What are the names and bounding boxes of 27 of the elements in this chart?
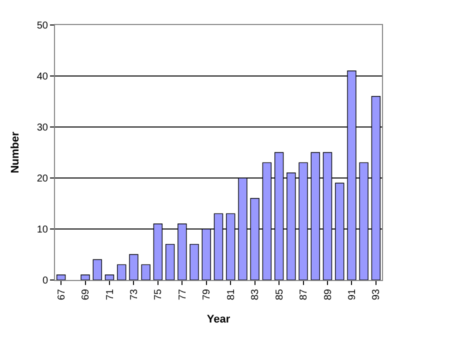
- x-tick-label: 83: [250, 288, 262, 300]
- y-tick-label: 50: [36, 20, 48, 32]
- x-tick-label: 73: [128, 288, 140, 300]
- x-tick-label: 89: [322, 288, 334, 300]
- y-tick-label: 30: [36, 122, 48, 134]
- bar: [165, 244, 175, 280]
- x-tick-label: 91: [346, 288, 358, 300]
- x-tick-label: 81: [226, 288, 237, 300]
- bar: [190, 244, 199, 280]
- bar: [117, 264, 126, 280]
- x-tick-label: 71: [104, 288, 116, 300]
- y-tick-label: 20: [36, 174, 48, 184]
- y-tick-label: 40: [36, 72, 48, 82]
- x-tick-label: 79: [202, 288, 213, 300]
- bar: [92, 259, 102, 280]
- x-tick-label: 67: [56, 288, 68, 300]
- y-axis-title: Number: [10, 131, 22, 174]
- x-tick-label: 69: [80, 288, 92, 300]
- y-tick-label: 10: [36, 224, 48, 236]
- x-tick-label: 77: [177, 288, 188, 300]
- y-tick-label: 0: [42, 276, 48, 286]
- x-tick-label: 75: [153, 288, 164, 300]
- bar: [141, 264, 150, 280]
- x-tick-label: 93: [371, 288, 382, 300]
- x-axis-title: Year: [206, 313, 231, 326]
- x-tick-label: 87: [298, 288, 310, 300]
- x-tick-label: 85: [274, 288, 286, 300]
